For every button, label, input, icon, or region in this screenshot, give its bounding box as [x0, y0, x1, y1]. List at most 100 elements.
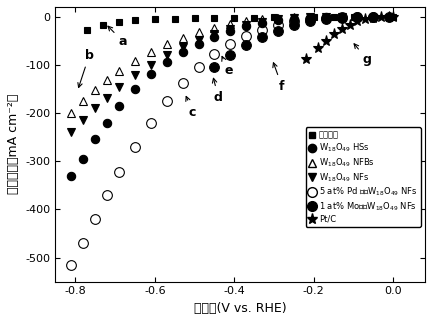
- 5 at% Pd 掺杂W$_{18}$O$_{49}$ NFs: [291, 19, 296, 23]
- 玻碓电极: [291, 15, 296, 19]
- 玻碓电极: [271, 15, 276, 19]
- W$_{18}$O$_{49}$ NFBs: [81, 99, 86, 103]
- 5 at% Pd 掺杂W$_{18}$O$_{49}$ NFs: [196, 65, 201, 69]
- W$_{18}$O$_{49}$ HSs: [81, 157, 86, 161]
- 1 at% Mo掺杂W$_{18}$O$_{49}$ NFs: [323, 17, 328, 21]
- 5 at% Pd 掺杂W$_{18}$O$_{49}$ NFs: [307, 17, 312, 21]
- W$_{18}$O$_{49}$ HSs: [276, 18, 281, 22]
- Line: 5 at% Pd 掺杂W$_{18}$O$_{49}$ NFs: 5 at% Pd 掺杂W$_{18}$O$_{49}$ NFs: [67, 12, 378, 270]
- 1 at% Mo掺杂W$_{18}$O$_{49}$ NFs: [228, 53, 233, 57]
- 5 at% Pd 掺杂W$_{18}$O$_{49}$ NFs: [164, 99, 169, 103]
- Pt/C: [363, 17, 368, 21]
- W$_{18}$O$_{49}$ NFs: [228, 27, 233, 31]
- 玻碓电极: [192, 16, 197, 20]
- W$_{18}$O$_{49}$ NFs: [260, 20, 265, 24]
- Line: Pt/C: Pt/C: [300, 11, 399, 64]
- W$_{18}$O$_{49}$ HSs: [164, 61, 169, 64]
- W$_{18}$O$_{49}$ NFs: [244, 23, 249, 27]
- 1 at% Mo掺杂W$_{18}$O$_{49}$ NFs: [307, 19, 312, 23]
- W$_{18}$O$_{49}$ NFBs: [132, 59, 137, 63]
- W$_{18}$O$_{49}$ HSs: [291, 16, 296, 20]
- 1 at% Mo掺杂W$_{18}$O$_{49}$ NFs: [339, 15, 344, 19]
- W$_{18}$O$_{49}$ NFBs: [260, 17, 265, 21]
- Text: f: f: [273, 63, 285, 93]
- Text: e: e: [222, 56, 232, 77]
- Line: W$_{18}$O$_{49}$ HSs: W$_{18}$O$_{49}$ HSs: [67, 13, 330, 180]
- W$_{18}$O$_{49}$ NFs: [117, 85, 122, 89]
- Pt/C: [347, 23, 352, 27]
- 玻碓电极: [85, 28, 90, 32]
- W$_{18}$O$_{49}$ NFs: [291, 16, 296, 20]
- 5 at% Pd 掺杂W$_{18}$O$_{49}$ NFs: [92, 217, 98, 221]
- W$_{18}$O$_{49}$ NFs: [323, 14, 328, 18]
- 玻碓电极: [371, 14, 376, 18]
- 5 at% Pd 掺杂W$_{18}$O$_{49}$ NFs: [371, 14, 376, 18]
- X-axis label: 过电位(V vs. RHE): 过电位(V vs. RHE): [194, 302, 286, 315]
- W$_{18}$O$_{49}$ HSs: [212, 35, 217, 39]
- W$_{18}$O$_{49}$ NFs: [180, 45, 185, 49]
- 5 at% Pd 掺杂W$_{18}$O$_{49}$ NFs: [180, 81, 185, 85]
- 玻碓电极: [212, 15, 217, 19]
- Text: c: c: [186, 97, 196, 118]
- 1 at% Mo掺杂W$_{18}$O$_{49}$ NFs: [371, 14, 376, 18]
- W$_{18}$O$_{49}$ NFBs: [307, 14, 312, 18]
- Pt/C: [355, 19, 360, 23]
- Legend: 玻碓电极, W$_{18}$O$_{49}$ HSs, W$_{18}$O$_{49}$ NFBs, W$_{18}$O$_{49}$ NFs, 5 at% P: 玻碓电极, W$_{18}$O$_{49}$ HSs, W$_{18}$O$_{…: [306, 128, 421, 227]
- W$_{18}$O$_{49}$ NFs: [105, 96, 110, 99]
- Text: d: d: [213, 78, 223, 104]
- W$_{18}$O$_{49}$ HSs: [69, 174, 74, 177]
- Pt/C: [315, 46, 321, 50]
- W$_{18}$O$_{49}$ NFs: [132, 73, 137, 77]
- 5 at% Pd 掺杂W$_{18}$O$_{49}$ NFs: [212, 52, 217, 56]
- W$_{18}$O$_{49}$ NFBs: [92, 88, 98, 92]
- W$_{18}$O$_{49}$ NFBs: [291, 15, 296, 19]
- Line: W$_{18}$O$_{49}$ NFs: W$_{18}$O$_{49}$ NFs: [67, 13, 346, 137]
- W$_{18}$O$_{49}$ NFBs: [105, 78, 110, 82]
- Line: 玻碓电极: 玻碓电极: [84, 13, 397, 33]
- Pt/C: [323, 39, 328, 43]
- 玻碓电极: [232, 15, 237, 19]
- 1 at% Mo掺杂W$_{18}$O$_{49}$ NFs: [387, 14, 392, 18]
- W$_{18}$O$_{49}$ NFBs: [164, 42, 169, 46]
- W$_{18}$O$_{49}$ NFs: [69, 130, 74, 134]
- 5 at% Pd 掺杂W$_{18}$O$_{49}$ NFs: [260, 28, 265, 32]
- W$_{18}$O$_{49}$ HSs: [323, 15, 328, 19]
- 玻碓电极: [172, 16, 177, 20]
- 5 at% Pd 掺杂W$_{18}$O$_{49}$ NFs: [132, 145, 137, 149]
- Pt/C: [339, 27, 344, 31]
- 1 at% Mo掺杂W$_{18}$O$_{49}$ NFs: [355, 15, 360, 19]
- Pt/C: [303, 57, 308, 61]
- Line: 1 at% Mo掺杂W$_{18}$O$_{49}$ NFs: 1 at% Mo掺杂W$_{18}$O$_{49}$ NFs: [210, 12, 394, 72]
- 玻碓电极: [331, 15, 336, 19]
- W$_{18}$O$_{49}$ NFs: [92, 106, 98, 110]
- W$_{18}$O$_{49}$ NFBs: [244, 19, 249, 23]
- W$_{18}$O$_{49}$ NFBs: [148, 50, 153, 54]
- 5 at% Pd 掺杂W$_{18}$O$_{49}$ NFs: [105, 193, 110, 197]
- W$_{18}$O$_{49}$ NFs: [148, 63, 153, 67]
- 玻碓电极: [311, 15, 316, 19]
- W$_{18}$O$_{49}$ NFBs: [69, 111, 74, 115]
- 1 at% Mo掺杂W$_{18}$O$_{49}$ NFs: [260, 35, 265, 39]
- W$_{18}$O$_{49}$ NFs: [212, 32, 217, 36]
- W$_{18}$O$_{49}$ HSs: [228, 29, 233, 33]
- Pt/C: [387, 14, 392, 18]
- 1 at% Mo掺杂W$_{18}$O$_{49}$ NFs: [276, 29, 281, 33]
- W$_{18}$O$_{49}$ NFs: [339, 14, 344, 18]
- 玻碓电极: [117, 20, 122, 24]
- Pt/C: [391, 14, 396, 18]
- W$_{18}$O$_{49}$ NFs: [164, 53, 169, 57]
- Pt/C: [379, 15, 384, 19]
- W$_{18}$O$_{49}$ HSs: [307, 15, 312, 19]
- 5 at% Pd 掺杂W$_{18}$O$_{49}$ NFs: [276, 23, 281, 27]
- W$_{18}$O$_{49}$ NFs: [81, 118, 86, 122]
- 1 at% Mo掺杂W$_{18}$O$_{49}$ NFs: [244, 43, 249, 47]
- W$_{18}$O$_{49}$ NFs: [196, 38, 201, 42]
- Text: g: g: [354, 44, 372, 66]
- Pt/C: [331, 33, 336, 36]
- W$_{18}$O$_{49}$ HSs: [92, 137, 98, 141]
- W$_{18}$O$_{49}$ HSs: [105, 121, 110, 125]
- Pt/C: [371, 15, 376, 19]
- W$_{18}$O$_{49}$ NFs: [276, 17, 281, 21]
- 1 at% Mo掺杂W$_{18}$O$_{49}$ NFs: [291, 23, 296, 27]
- 5 at% Pd 掺杂W$_{18}$O$_{49}$ NFs: [117, 170, 122, 174]
